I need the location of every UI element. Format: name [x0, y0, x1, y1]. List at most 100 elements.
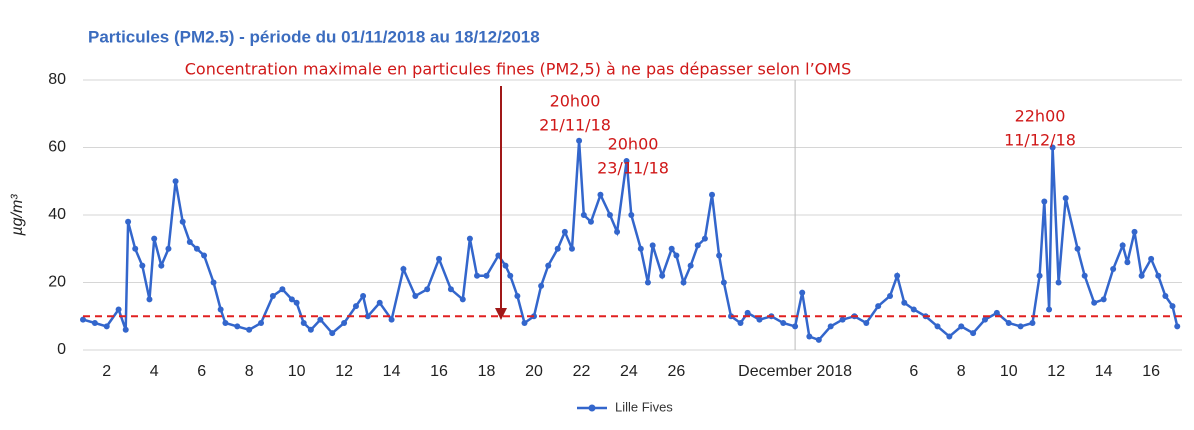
data-point [1138, 272, 1145, 279]
x-tick-label: 10 [288, 363, 306, 380]
data-point [201, 252, 208, 259]
data-point [293, 299, 300, 306]
peak-annotation: 20h00 [550, 92, 601, 111]
data-point [158, 262, 165, 269]
data-point [958, 323, 965, 330]
data-point [1162, 293, 1169, 299]
data-point [424, 286, 431, 293]
data-point [637, 245, 644, 252]
data-point [649, 242, 656, 249]
data-point [910, 306, 917, 313]
data-point [1124, 259, 1131, 266]
data-point [1074, 245, 1081, 252]
data-point [341, 320, 348, 326]
data-point [970, 330, 977, 337]
data-point [744, 309, 751, 316]
data-point [288, 296, 295, 303]
data-point [1110, 266, 1117, 272]
data-point [538, 282, 545, 289]
x-tick-label: 12 [335, 363, 353, 380]
data-point [580, 212, 587, 218]
data-point [981, 316, 988, 323]
data-point [901, 299, 908, 306]
data-point [1005, 320, 1012, 326]
data-point [103, 323, 110, 330]
data-point [258, 320, 265, 326]
data-point [993, 309, 1000, 316]
y-tick-label: 20 [48, 274, 66, 291]
peak-annotation: 20h00 [608, 135, 659, 154]
legend-marker [588, 404, 596, 412]
data-point [300, 320, 307, 326]
data-point [495, 252, 502, 259]
data-point [756, 316, 763, 323]
data-point [502, 262, 509, 269]
data-point [701, 235, 708, 242]
data-point [466, 235, 473, 242]
data-point [521, 320, 528, 326]
y-tick-label: 60 [48, 139, 66, 156]
data-point [91, 320, 98, 326]
data-point [186, 239, 193, 245]
data-point [360, 293, 367, 299]
x-tick-label: 8 [245, 363, 254, 380]
y-axis-label: µg/m³ [9, 194, 26, 237]
data-point [132, 245, 139, 252]
data-point [623, 158, 630, 164]
data-point [827, 323, 834, 330]
data-point [644, 279, 651, 286]
peak-annotation: 21/11/18 [539, 116, 611, 135]
data-point [720, 279, 727, 286]
data-point [376, 299, 383, 306]
data-point [1062, 195, 1069, 202]
data-point [614, 228, 621, 235]
data-point [474, 272, 481, 279]
data-point [694, 242, 701, 249]
chart-title: Particules (PM2.5) - période du 01/11/20… [88, 27, 540, 46]
data-point [709, 191, 716, 198]
data-point [217, 306, 224, 313]
x-tick-label: 14 [1095, 363, 1113, 380]
x-tick-label: 16 [1142, 363, 1160, 380]
x-tick-label: 10 [1000, 363, 1018, 380]
data-point [680, 279, 687, 286]
data-point [122, 326, 129, 333]
data-point [587, 218, 594, 225]
x-tick-label: 4 [150, 363, 159, 380]
data-point [1091, 299, 1098, 306]
data-point [606, 212, 613, 218]
data-point [307, 326, 314, 333]
legend-label: Lille Fives [615, 399, 673, 414]
data-point [151, 235, 158, 242]
data-point [210, 279, 217, 286]
data-point [554, 245, 561, 252]
data-point [894, 272, 901, 279]
data-point [863, 320, 870, 326]
x-tick-label: 26 [668, 363, 686, 380]
data-point [222, 320, 229, 326]
data-point [483, 272, 490, 279]
data-point [1155, 272, 1162, 279]
data-point [875, 303, 882, 310]
data-point [459, 296, 466, 303]
data-point [329, 330, 336, 337]
data-point [668, 245, 675, 252]
data-point [165, 245, 172, 252]
data-point [146, 296, 153, 303]
data-point [507, 272, 514, 279]
data-point [561, 228, 568, 235]
x-tick-label: 6 [197, 363, 206, 380]
data-point [576, 137, 583, 144]
data-point [792, 323, 799, 330]
data-point [1148, 255, 1155, 262]
data-point [80, 316, 86, 323]
data-point [934, 323, 941, 330]
data-point [946, 333, 953, 340]
y-tick-label: 80 [48, 71, 66, 88]
data-point [1017, 323, 1024, 330]
data-point [514, 293, 521, 299]
data-point [597, 191, 604, 198]
data-point [1049, 144, 1056, 151]
data-point [780, 320, 787, 326]
